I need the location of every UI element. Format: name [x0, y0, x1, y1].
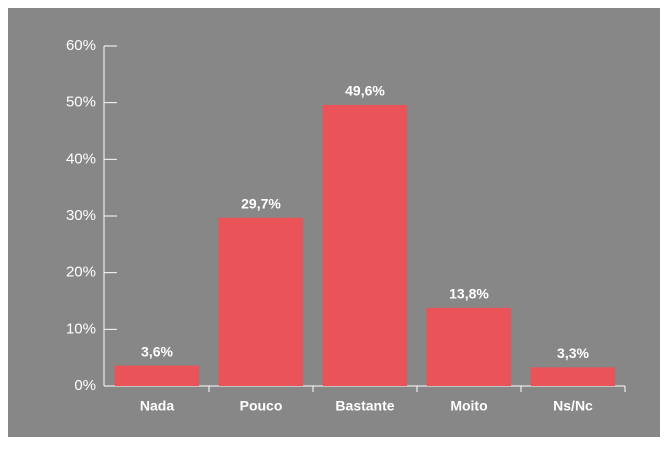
data-label: 3,3% [557, 345, 589, 361]
bar [530, 367, 616, 386]
y-tick-label: 60% [66, 37, 96, 54]
y-tick-label: 0% [74, 377, 96, 394]
x-tick-label: Bastante [335, 398, 394, 414]
bar [218, 217, 304, 386]
bar [114, 365, 200, 386]
data-label: 13,8% [449, 286, 489, 302]
y-tick-label: 50% [66, 94, 96, 111]
y-tick-label: 20% [66, 264, 96, 281]
y-tick-label: 10% [66, 320, 96, 337]
x-tick-label: Ns/Nc [553, 398, 593, 414]
bar [322, 104, 408, 386]
x-tick-label: Moito [450, 398, 487, 414]
x-tick-label: Nada [140, 398, 174, 414]
data-label: 3,6% [141, 343, 173, 359]
x-tick-label: Pouco [240, 398, 283, 414]
y-tick-label: 40% [66, 150, 96, 167]
data-label: 49,6% [345, 83, 385, 99]
y-tick-label: 30% [66, 207, 96, 224]
bar [426, 307, 512, 386]
data-label: 29,7% [241, 195, 281, 211]
